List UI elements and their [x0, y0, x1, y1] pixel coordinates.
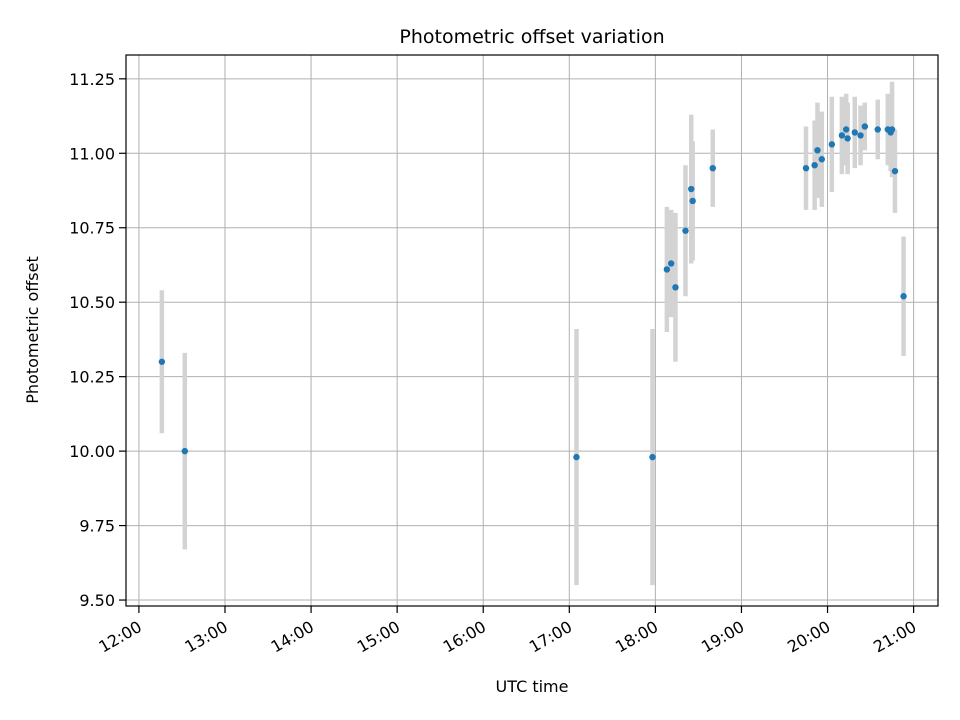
data-point — [891, 167, 899, 175]
y-tick-label: 10.50 — [69, 293, 115, 312]
data-point — [851, 129, 858, 136]
data-point — [842, 126, 850, 133]
data-point — [828, 141, 836, 148]
y-axis-title: Photometric offset — [23, 256, 42, 404]
data-point — [709, 164, 716, 172]
data-point — [811, 162, 818, 169]
y-tick-label: 9.75 — [79, 517, 115, 536]
data-point — [672, 284, 679, 291]
chart-title: Photometric offset variation — [399, 26, 664, 48]
y-tick-label: 11.25 — [69, 70, 115, 89]
data-point — [844, 135, 851, 142]
data-point — [181, 447, 189, 455]
y-tick-label: 10.25 — [69, 368, 115, 387]
data-point — [682, 227, 689, 234]
data-point — [874, 126, 881, 133]
y-tick-label: 10.75 — [69, 219, 115, 238]
plot-frame — [125, 54, 939, 607]
y-tick-label: 9.50 — [79, 591, 115, 610]
y-tick-label: 11.00 — [69, 144, 115, 163]
data-point — [814, 147, 821, 154]
data-point — [900, 293, 907, 300]
data-point — [861, 123, 869, 130]
data-point — [857, 132, 864, 139]
data-point — [838, 132, 846, 139]
data-point — [818, 156, 825, 163]
data-point — [802, 164, 810, 172]
data-point — [573, 453, 580, 461]
data-points — [158, 123, 907, 461]
data-point — [663, 266, 671, 273]
data-point — [888, 126, 896, 133]
grid — [126, 55, 938, 606]
x-axis-title: UTC time — [496, 677, 569, 696]
data-point — [649, 453, 656, 461]
data-point — [689, 197, 696, 205]
y-axis: 9.50 9.75 10.00 10.25 10.50 10.75 11.00 11.25 — [69, 70, 126, 610]
data-point — [667, 260, 675, 267]
data-point — [688, 185, 695, 193]
data-point — [158, 358, 166, 365]
y-tick-label: 10.00 — [69, 442, 115, 461]
